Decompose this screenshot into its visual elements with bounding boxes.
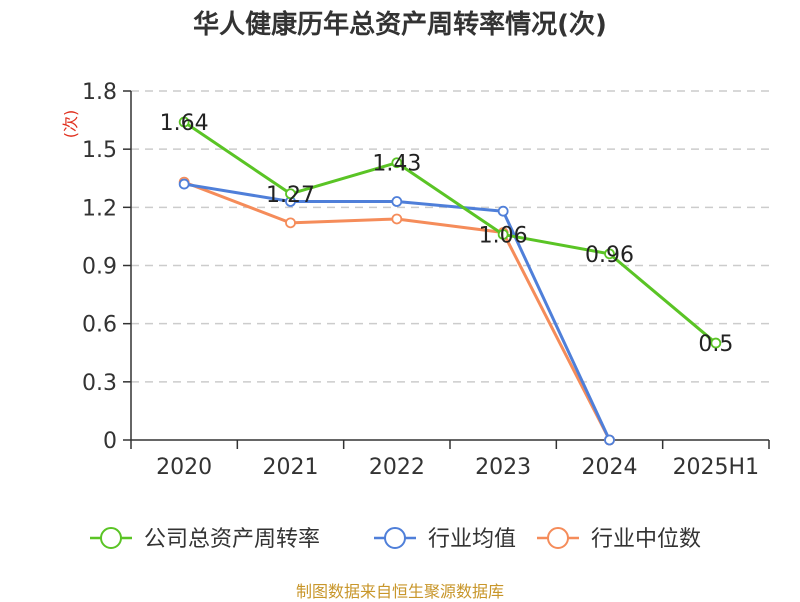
data-point <box>497 229 509 240</box>
y-axis-label: (次) <box>61 110 80 139</box>
legend-marker-icon <box>384 527 406 549</box>
chart-title: 华人健康历年总资产周转率情况(次) <box>193 10 607 40</box>
y-tick-label: 0.9 <box>82 255 117 280</box>
y-tick-label: 0 <box>103 429 117 454</box>
legend-marker-icon <box>100 527 122 549</box>
data-label: 0.96 <box>585 243 634 268</box>
grid-lines <box>131 90 769 383</box>
y-tick-label: 1.2 <box>82 196 117 221</box>
data-point <box>604 434 615 446</box>
x-tick-label: 2024 <box>582 455 638 480</box>
data-label: 1.64 <box>160 111 209 136</box>
legend-marker-icon <box>547 527 569 549</box>
x-tick-label: 2025H1 <box>673 455 760 480</box>
data-point <box>178 178 190 190</box>
x-tick-label: 2020 <box>156 455 212 480</box>
legend-item[interactable]: 行业中位数 <box>537 527 701 552</box>
data-point <box>391 196 403 207</box>
data-point <box>710 337 722 349</box>
data-label: 0.5 <box>698 332 733 357</box>
data-labels-group: 1.64 1.27 1.43 1.06 0.96 0.5 <box>160 111 734 357</box>
x-tick-label: 2022 <box>369 455 425 480</box>
data-label: 1.06 <box>479 223 528 248</box>
source-note: 制图数据来自恒生聚源数据库 <box>295 582 504 601</box>
y-tick-label: 1.8 <box>82 80 117 105</box>
data-point <box>604 248 615 260</box>
legend-label: 行业中位数 <box>591 527 701 552</box>
legend[interactable]: 公司总资产周转率 行业均值 行业中位数 <box>90 527 701 552</box>
data-point <box>497 205 509 217</box>
data-point <box>285 188 296 200</box>
y-axis-label-group: (次) <box>61 110 80 139</box>
data-point <box>391 213 403 225</box>
legend-item[interactable]: 公司总资产周转率 <box>90 527 320 552</box>
legend-item[interactable]: 行业均值 <box>374 527 516 552</box>
data-point <box>285 217 296 229</box>
legend-label: 行业均值 <box>428 527 516 552</box>
data-label: 1.27 <box>266 183 315 208</box>
legend-label: 公司总资产周转率 <box>144 527 320 552</box>
y-tick-label: 0.6 <box>82 313 117 338</box>
y-tick-label: 1.5 <box>82 138 117 163</box>
series-group <box>178 116 722 446</box>
series-line <box>183 120 717 345</box>
x-tick-label: 2023 <box>475 455 531 480</box>
axes: 0 0.3 0.6 0.9 1.2 1.5 1.8 2020 2021 2022 2023 2024 2… <box>82 80 770 480</box>
data-label: 1.43 <box>372 152 421 177</box>
data-point <box>178 116 190 128</box>
x-tick-label: 2021 <box>263 455 319 480</box>
data-point <box>391 157 403 169</box>
y-tick-label: 0.3 <box>82 371 117 396</box>
